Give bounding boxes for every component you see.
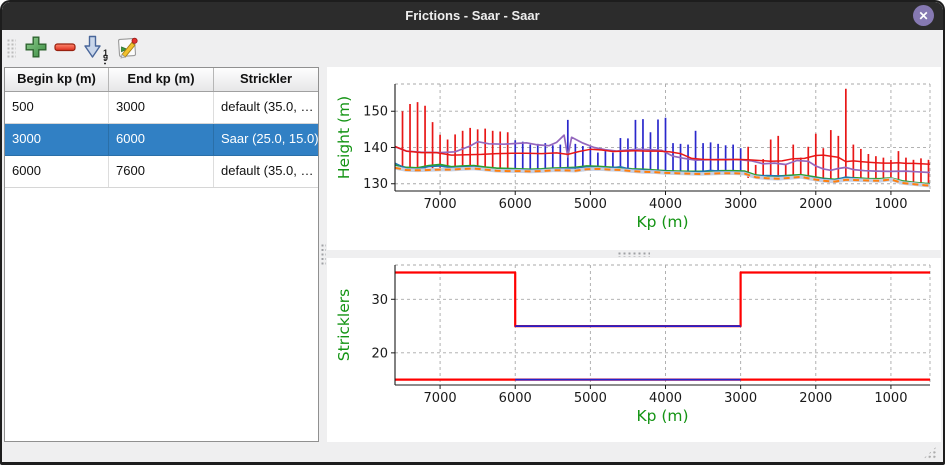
- cell-begin-kp[interactable]: 6000: [5, 156, 109, 187]
- header-begin-kp[interactable]: Begin kp (m): [5, 68, 109, 91]
- table-row[interactable]: 500 3000 default (35.0, …: [5, 92, 318, 124]
- plus-icon: [25, 36, 47, 58]
- sort-arrow-icon: [84, 35, 101, 58]
- charts-panel: 7000 6000 5000 4000 3000 2000 1000 130 140 150 Kp …: [327, 67, 941, 442]
- svg-text:1000: 1000: [874, 391, 907, 406]
- height-chart: 7000 6000 5000 4000 3000 2000 1000 130 140 150 Kp …: [335, 83, 931, 231]
- svg-text:4000: 4000: [649, 391, 682, 406]
- cell-end-kp[interactable]: 3000: [109, 92, 214, 123]
- cell-begin-kp[interactable]: 500: [5, 92, 109, 123]
- titlebar[interactable]: Frictions - Saar - Saar ✕: [2, 2, 943, 30]
- svg-text:Kp (m): Kp (m): [636, 213, 688, 231]
- status-bar: [2, 442, 943, 462]
- edit-button[interactable]: [112, 33, 142, 63]
- table-header: Begin kp (m) End kp (m) Strickler: [5, 68, 318, 92]
- svg-text:5000: 5000: [574, 391, 607, 406]
- frictions-table: Begin kp (m) End kp (m) Strickler 500 30…: [4, 67, 319, 442]
- sort-icon-dots: [104, 59, 106, 66]
- resize-grip[interactable]: [923, 446, 937, 459]
- window-title: Frictions - Saar - Saar: [405, 8, 540, 23]
- cell-begin-kp[interactable]: 3000: [5, 124, 109, 155]
- minus-icon: [54, 43, 76, 52]
- svg-text:6000: 6000: [499, 197, 532, 212]
- horizontal-splitter[interactable]: [327, 250, 941, 258]
- svg-text:5000: 5000: [574, 197, 607, 212]
- svg-text:140: 140: [363, 141, 388, 156]
- svg-text:7000: 7000: [424, 391, 457, 406]
- svg-text:4000: 4000: [649, 197, 682, 212]
- svg-text:2000: 2000: [799, 197, 832, 212]
- svg-text:3000: 3000: [724, 197, 757, 212]
- close-button[interactable]: ✕: [913, 5, 934, 26]
- svg-text:150: 150: [363, 105, 388, 120]
- svg-text:6000: 6000: [499, 391, 532, 406]
- header-strickler[interactable]: Strickler: [239, 71, 293, 86]
- vertical-splitter[interactable]: [319, 67, 327, 442]
- cell-end-kp[interactable]: 6000: [109, 124, 214, 155]
- cell-strickler[interactable]: Saar (25.0, 15.0): [221, 131, 318, 146]
- cell-strickler[interactable]: default (35.0, …: [221, 163, 314, 178]
- svg-text:7000: 7000: [424, 197, 457, 212]
- remove-row-button[interactable]: [50, 33, 80, 63]
- svg-text:1000: 1000: [874, 197, 907, 212]
- sort-icon-digit-1: 1: [102, 48, 108, 58]
- svg-text:Height (m): Height (m): [335, 96, 353, 179]
- header-end-kp[interactable]: End kp (m): [109, 68, 214, 91]
- cell-strickler[interactable]: default (35.0, …: [221, 99, 314, 114]
- svg-text:2000: 2000: [799, 391, 832, 406]
- svg-text:3000: 3000: [724, 391, 757, 406]
- svg-text:30: 30: [371, 293, 388, 308]
- cell-end-kp[interactable]: 7600: [109, 156, 214, 187]
- table-row-selected[interactable]: 3000 6000 Saar (25.0, 15.0): [5, 124, 318, 156]
- stricklers-chart: 7000 6000 5000 4000 3000 2000 1000 20 30 Kp (m) St…: [335, 264, 931, 425]
- table-row[interactable]: 6000 7600 default (35.0, …: [5, 156, 318, 188]
- svg-text:Kp (m): Kp (m): [636, 407, 688, 425]
- sort-icon-digit-9: 9: [102, 53, 108, 63]
- edit-icon: [118, 37, 138, 59]
- toolbar: 1 9: [2, 30, 943, 67]
- svg-text:20: 20: [371, 346, 388, 361]
- sort-button[interactable]: 1 9: [81, 33, 111, 66]
- toolbar-drag-handle[interactable]: [7, 39, 16, 59]
- svg-text:130: 130: [363, 177, 388, 192]
- add-row-button[interactable]: [21, 33, 51, 63]
- svg-text:Stricklers: Stricklers: [335, 289, 353, 361]
